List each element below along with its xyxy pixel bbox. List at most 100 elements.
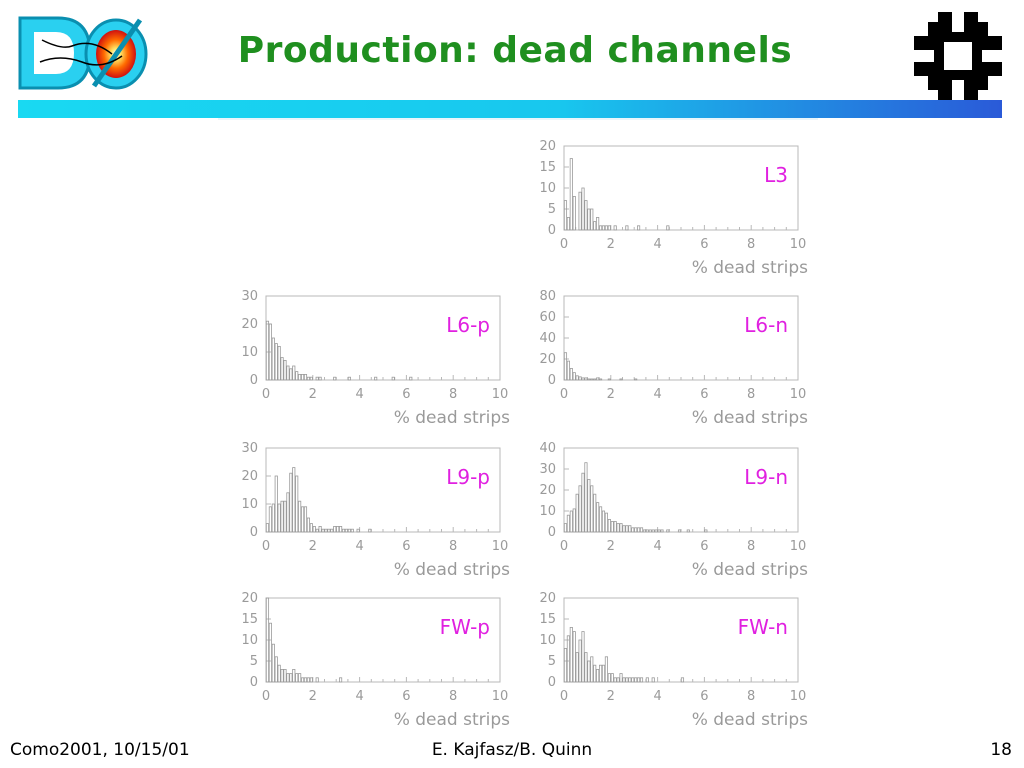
histogram-fw-n: 0 5 10 15 20 0 2 4 6 8 10 FW-n % dead strips (520, 590, 810, 730)
x-axis-title: % dead strips (394, 408, 510, 428)
x-tick-label: 6 (700, 237, 708, 252)
histogram-svg: 0 10 20 30 40 0 2 4 6 8 10 L9-n % dead strips (539, 441, 808, 580)
histogram-bar (286, 492, 290, 533)
histogram-bar (584, 200, 588, 231)
histogram-bar (634, 527, 638, 533)
x-tick-label: 2 (607, 387, 615, 402)
histogram-bar (590, 208, 594, 231)
histogram-bar (619, 523, 623, 533)
histogram-bar (283, 500, 287, 533)
histogram-bar (295, 673, 299, 683)
histogram-bar (569, 158, 573, 231)
histogram-bar (625, 677, 629, 683)
histogram-bar (596, 217, 600, 231)
histogram-bar (280, 669, 284, 683)
histogram-bar (596, 377, 600, 381)
histogram-bar (613, 521, 617, 533)
histogram-bar (344, 528, 349, 533)
y-tick-label: 20 (241, 591, 258, 606)
y-tick-label: 30 (539, 462, 556, 477)
histogram-bar (607, 225, 611, 231)
histogram-bar (619, 673, 623, 683)
histogram-bar (584, 377, 588, 381)
histogram-label: L9-n (744, 465, 788, 489)
histogram-bar (622, 525, 626, 533)
histogram-bar (593, 664, 597, 683)
histogram-bar (301, 506, 305, 533)
histogram-bar (637, 677, 641, 683)
histogram-bar (309, 376, 313, 381)
histogram-bar (274, 343, 278, 381)
x-tick-label: 4 (653, 387, 661, 402)
histogram-bar (289, 472, 293, 533)
histogram-label: L6-n (744, 313, 788, 337)
histogram-bar (593, 378, 597, 381)
y-tick-label: 20 (539, 352, 556, 367)
histogram-bar (645, 529, 649, 533)
x-tick-label: 6 (700, 689, 708, 704)
histogram-bar (599, 664, 603, 683)
histogram-bar (604, 512, 608, 533)
y-tick-label: 0 (250, 373, 258, 388)
y-tick-label: 80 (539, 289, 556, 304)
slide-title: Production: dead channels (237, 30, 793, 71)
x-tick-label: 4 (355, 387, 363, 402)
x-tick-label: 0 (262, 539, 270, 554)
histogram-bar (704, 529, 708, 533)
histogram-fw-p: 0 5 10 15 20 0 2 4 6 8 10 FW-p % dead strips (222, 590, 512, 730)
plot-frame (265, 295, 501, 381)
x-tick-label: 10 (492, 539, 509, 554)
x-axis-title: % dead strips (692, 710, 808, 730)
histogram-bar (607, 519, 611, 533)
histogram-bar (274, 475, 278, 533)
y-tick-label: 40 (539, 331, 556, 346)
histogram-bar (563, 648, 568, 683)
histogram-bar (265, 597, 270, 683)
histogram-bar (268, 506, 272, 533)
x-tick-label: 6 (700, 539, 708, 554)
x-tick-label: 4 (653, 539, 661, 554)
histogram-bar (587, 660, 591, 683)
fermilab-logo-icon (910, 8, 1006, 104)
histogram-bar (309, 523, 313, 533)
histogram-bar (566, 217, 570, 231)
histogram-bar (666, 225, 670, 231)
histogram-bar (601, 510, 606, 533)
histogram-bar (645, 677, 649, 683)
histogram-bar (295, 475, 299, 533)
x-tick-label: 10 (790, 387, 807, 402)
y-tick-label: 5 (250, 654, 258, 669)
histogram-bar (587, 208, 591, 231)
histogram-bar (610, 673, 614, 683)
histogram-label: L9-p (446, 465, 490, 489)
x-tick-label: 8 (747, 387, 755, 402)
histogram-bar (631, 527, 635, 533)
histogram-bar (599, 225, 603, 231)
histogram-bar (303, 506, 308, 533)
histogram-bar (569, 510, 573, 533)
y-tick-label: 20 (241, 469, 258, 484)
histogram-bar (277, 346, 281, 381)
plot-frame (265, 597, 501, 683)
x-tick-label: 4 (653, 237, 661, 252)
histogram-bar (268, 323, 272, 381)
histogram-bar (286, 673, 290, 683)
histogram-bar (651, 529, 655, 533)
histogram-bar (566, 635, 570, 683)
histogram-bar (341, 528, 346, 533)
histogram-l6-p: 0 10 20 30 0 2 4 6 8 10 L6-p % dead strips (222, 288, 512, 428)
x-tick-label: 6 (402, 387, 410, 402)
y-tick-label: 5 (548, 654, 556, 669)
x-tick-label: 10 (492, 689, 509, 704)
y-tick-label: 0 (548, 373, 556, 388)
histogram-bar (686, 529, 690, 533)
x-axis-title: % dead strips (394, 710, 510, 730)
histogram-bar (283, 669, 287, 683)
plot-frame (563, 295, 799, 381)
y-tick-label: 5 (548, 202, 556, 217)
histogram-bar (301, 677, 305, 683)
histogram-bar (581, 187, 585, 231)
histogram-bar (289, 368, 293, 381)
title-underline-bar (18, 100, 1002, 120)
histogram-bar (651, 677, 655, 683)
